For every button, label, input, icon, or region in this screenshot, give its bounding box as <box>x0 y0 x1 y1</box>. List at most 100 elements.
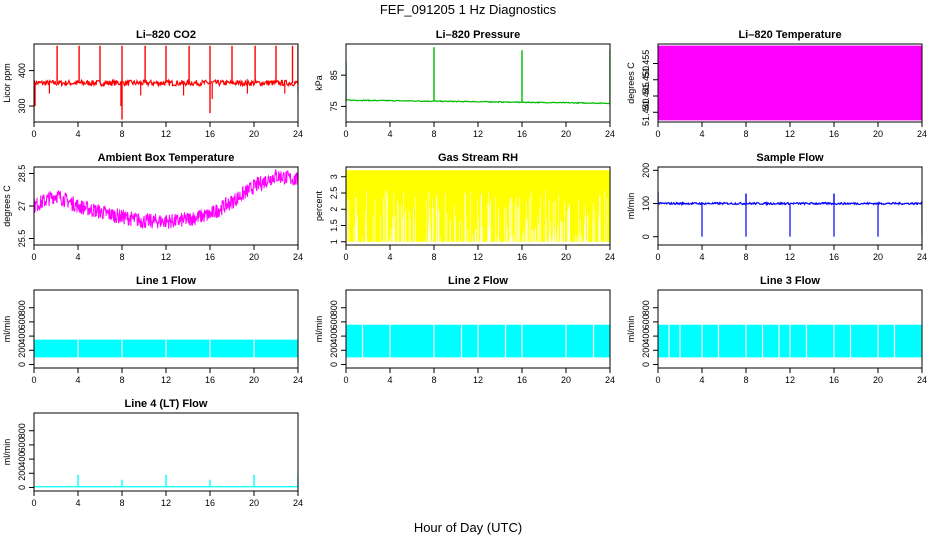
x-tick-label: 16 <box>205 129 215 139</box>
y-tick-label: 600 <box>329 314 339 329</box>
chart-panel-4: Ambient Box Temperature degrees C 0 4 8 12 16 2… <box>2 152 303 262</box>
y-axis-label: degrees C <box>626 62 636 104</box>
y-tick-label: 800 <box>17 300 27 315</box>
x-tick-label: 12 <box>473 129 483 139</box>
x-tick-label: 8 <box>431 129 436 139</box>
y-tick-label: 1 <box>329 239 339 244</box>
x-tick-label: 24 <box>605 129 615 139</box>
y-axis-label: ml/min <box>314 316 324 343</box>
x-tick-label: 24 <box>293 129 303 139</box>
x-tick-label: 16 <box>205 375 215 385</box>
y-tick-label: 75 <box>329 101 339 111</box>
y-tick-label: 400 <box>17 329 27 344</box>
x-tick-label: 12 <box>785 375 795 385</box>
y-tick-label: 600 <box>17 314 27 329</box>
plot-frame <box>345 43 611 123</box>
x-tick-label: 0 <box>343 252 348 262</box>
chart-panel-3: Li–820 Temperature degrees C 0 4 8 12 16 20 24 51… <box>626 29 927 139</box>
y-tick-label: 25.5 <box>17 230 27 248</box>
y-tick-label: 200 <box>641 163 651 178</box>
x-tick-label: 16 <box>517 375 527 385</box>
x-tick-label: 0 <box>655 375 660 385</box>
x-tick-label: 0 <box>343 129 348 139</box>
x-tick-label: 24 <box>293 498 303 508</box>
x-tick-label: 20 <box>561 252 571 262</box>
y-tick-label: 2 <box>329 207 339 212</box>
y-tick-label: 800 <box>329 300 339 315</box>
y-axis-label: kPa <box>314 75 324 91</box>
y-tick-label: 800 <box>641 300 651 315</box>
chart-panel-10: Line 4 (LT) Flow ml/min 0 4 8 12 16 20 24 0 200400… <box>2 398 303 508</box>
y-axis-label: ml/min <box>626 316 636 343</box>
panel-title: Gas Stream RH <box>438 152 518 164</box>
y-axis-label: percent <box>314 190 324 221</box>
x-tick-label: 16 <box>829 129 839 139</box>
x-tick-label: 20 <box>561 375 571 385</box>
series-5 <box>346 170 610 243</box>
x-tick-label: 8 <box>431 375 436 385</box>
chart-panel-5: Gas Stream RH percent 0 4 8 12 16 20 24 1 1.5 2 2.5 3 <box>314 152 615 262</box>
series-7 <box>34 338 298 359</box>
chart-panel-9: Line 3 Flow ml/min 0 4 8 12 16 20 24 0 20040060080… <box>626 275 927 385</box>
x-tick-label: 4 <box>387 252 392 262</box>
x-tick-label: 20 <box>249 498 259 508</box>
x-tick-label: 20 <box>249 375 259 385</box>
x-tick-label: 0 <box>655 129 660 139</box>
panel-title: Line 4 (LT) Flow <box>125 398 208 410</box>
x-tick-label: 4 <box>699 252 704 262</box>
x-tick-label: 8 <box>119 498 124 508</box>
y-tick-label: 0 <box>641 362 651 367</box>
x-tick-label: 12 <box>473 252 483 262</box>
x-tick-label: 4 <box>75 498 80 508</box>
chart-panel-2: Li–820 Pressure kPa 0 4 8 12 16 20 24 75 85 <box>314 29 615 139</box>
x-tick-label: 24 <box>605 375 615 385</box>
y-tick-label: 51.455 <box>641 50 651 78</box>
x-tick-label: 8 <box>119 375 124 385</box>
y-tick-label: 200 <box>17 343 27 358</box>
x-tick-label: 12 <box>161 498 171 508</box>
y-tick-label: 51.450 <box>641 66 651 94</box>
y-tick-label: 0 <box>329 362 339 367</box>
y-tick-label: 100 <box>641 196 651 211</box>
x-tick-label: 0 <box>343 375 348 385</box>
x-tick-label: 4 <box>387 129 392 139</box>
chart-panel-8: Line 2 Flow ml/min 0 4 8 12 16 20 24 0 20040060080… <box>314 275 615 385</box>
y-tick-label: 85 <box>329 70 339 80</box>
y-axis-label: ml/min <box>2 316 12 343</box>
x-tick-label: 24 <box>293 375 303 385</box>
panel-title: Line 2 Flow <box>448 275 508 287</box>
y-axis-label: ml/min <box>626 193 636 220</box>
x-tick-label: 16 <box>829 375 839 385</box>
y-tick-label: 800 <box>17 423 27 438</box>
series-8 <box>346 323 610 359</box>
panel-title: Line 3 Flow <box>760 275 820 287</box>
y-tick-label: 3 <box>329 174 339 179</box>
y-tick-label: 1.5 <box>329 219 339 232</box>
x-tick-label: 8 <box>119 129 124 139</box>
series-10 <box>34 474 298 488</box>
x-tick-label: 4 <box>75 129 80 139</box>
panel-title: Li–820 CO2 <box>136 29 196 41</box>
y-tick-label: 400 <box>17 63 27 78</box>
x-tick-label: 12 <box>161 252 171 262</box>
x-tick-label: 20 <box>249 129 259 139</box>
y-tick-label: 400 <box>641 329 651 344</box>
x-tick-label: 24 <box>293 252 303 262</box>
x-tick-label: 20 <box>873 375 883 385</box>
series-2 <box>346 47 610 105</box>
series-line <box>346 99 610 105</box>
x-tick-label: 16 <box>829 252 839 262</box>
x-tick-label: 12 <box>161 375 171 385</box>
x-tick-label: 4 <box>75 375 80 385</box>
x-tick-label: 8 <box>743 129 748 139</box>
x-tick-label: 0 <box>31 129 36 139</box>
y-tick-label: 28.5 <box>17 165 27 183</box>
y-tick-label: 400 <box>329 329 339 344</box>
x-tick-label: 8 <box>119 252 124 262</box>
figure-xlabel: Hour of Day (UTC) <box>414 520 522 535</box>
x-tick-label: 24 <box>605 252 615 262</box>
y-tick-label: 200 <box>329 343 339 358</box>
x-tick-label: 16 <box>517 129 527 139</box>
x-tick-label: 20 <box>249 252 259 262</box>
y-tick-label: 200 <box>17 466 27 481</box>
